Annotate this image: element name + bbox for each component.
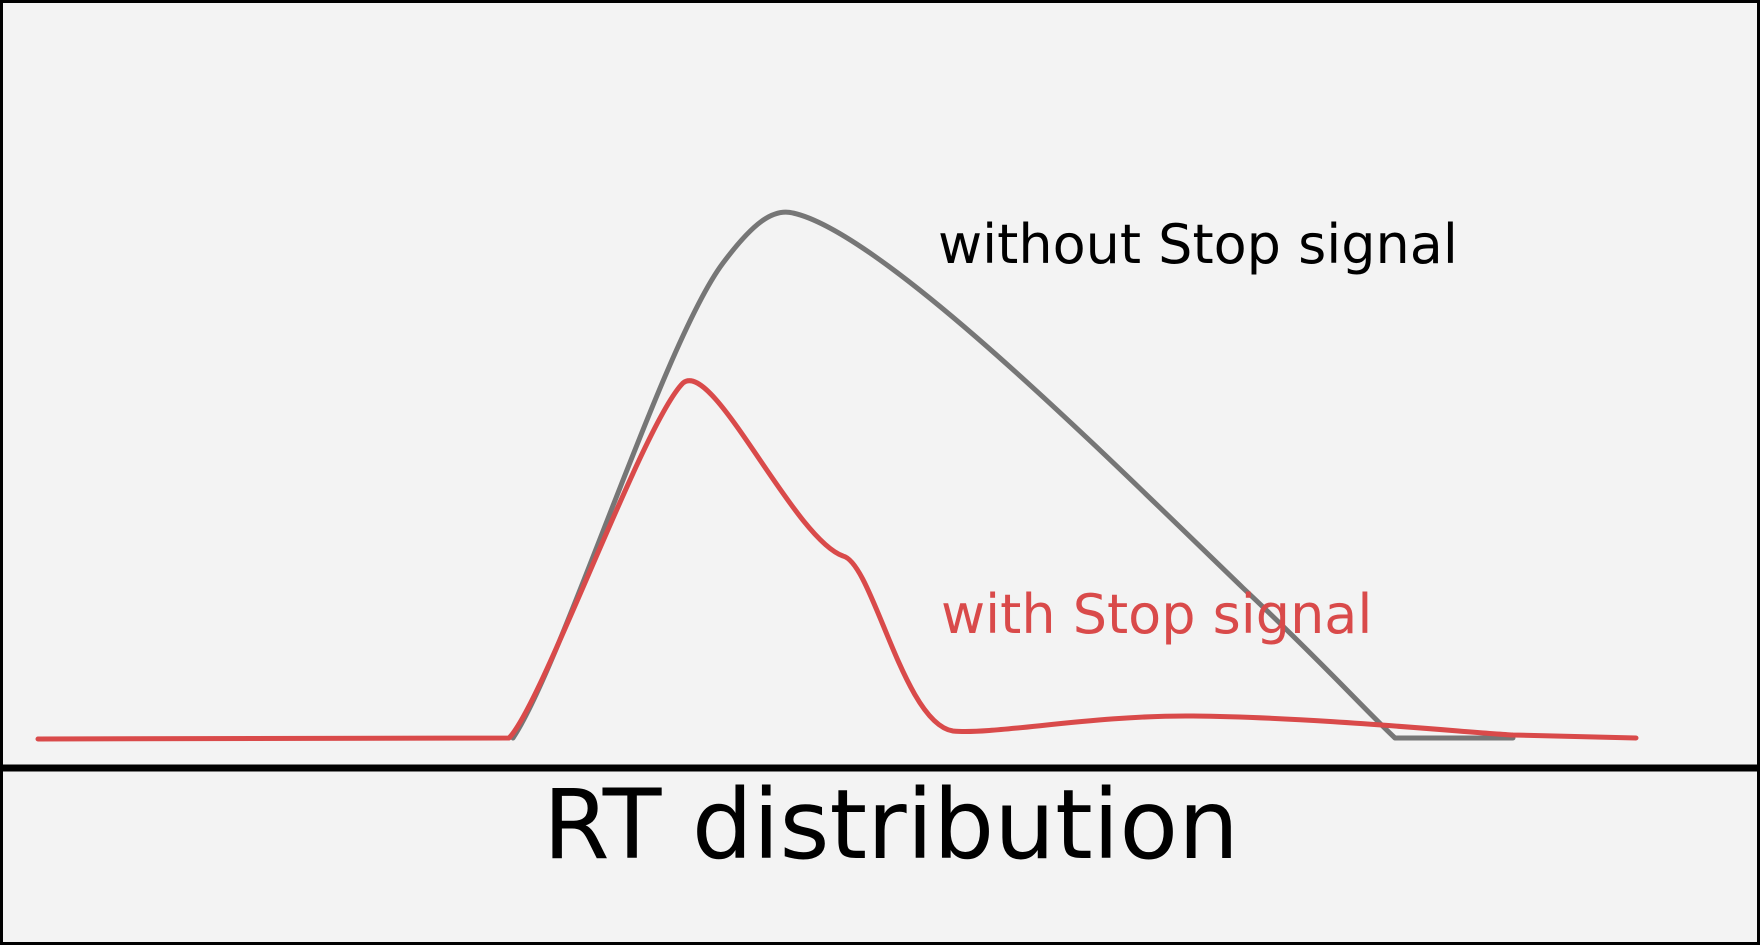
with-stop-signal-label: with Stop signal <box>941 583 1372 646</box>
axis-title: RT distribution <box>543 769 1239 881</box>
with-stop-signal-curve <box>35 378 1639 742</box>
rt-distribution-diagram: without Stop signal with Stop signal RT … <box>3 209 1760 881</box>
without-stop-signal-label: without Stop signal <box>938 213 1458 276</box>
without-stop-signal-curve <box>510 209 1516 741</box>
